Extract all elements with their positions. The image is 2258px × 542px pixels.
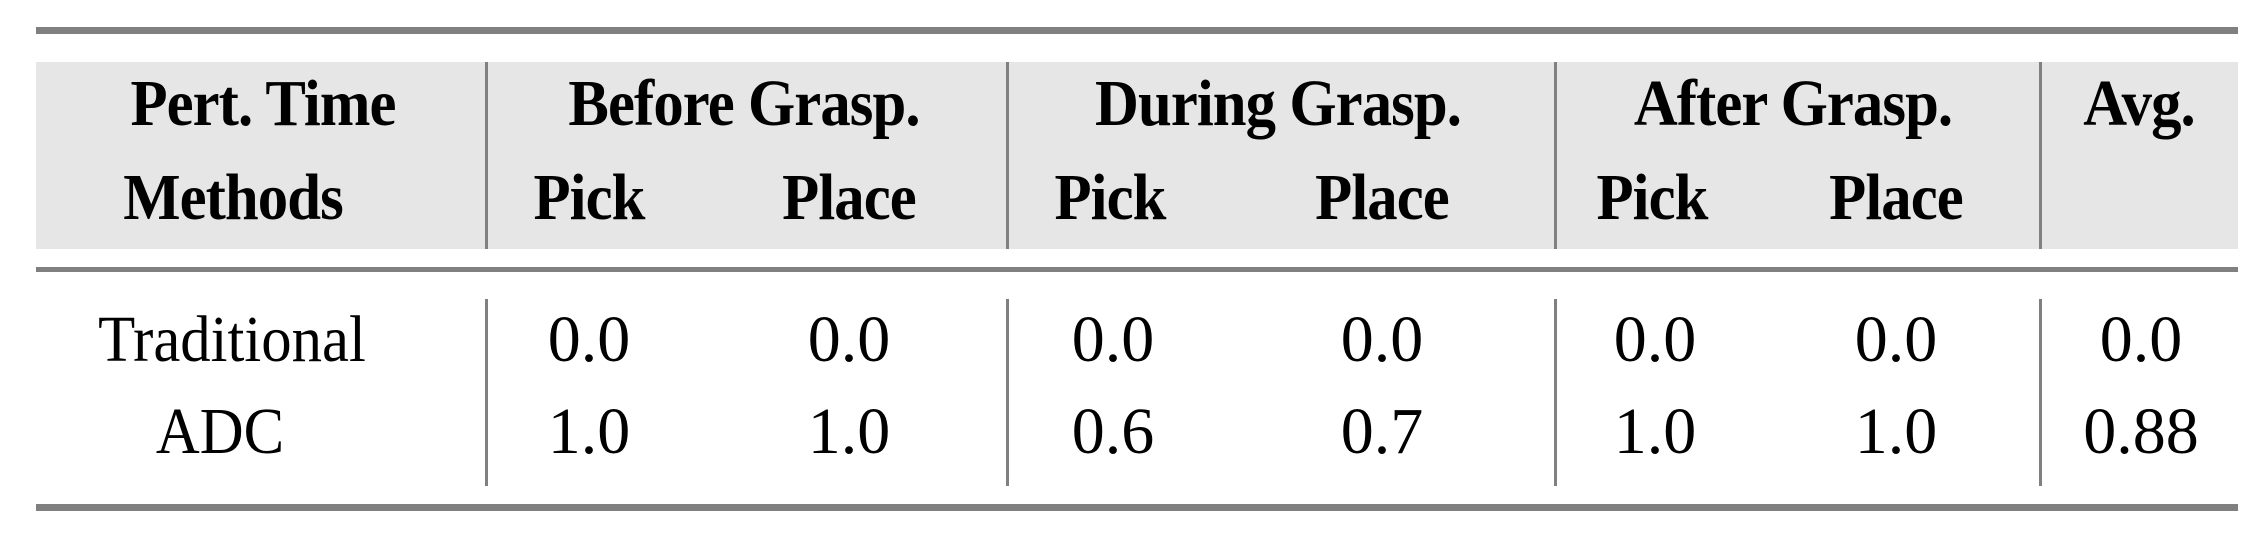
column-divider	[485, 62, 488, 249]
header-pick: Pick	[1592, 165, 1713, 231]
value-cell: 0.7	[1340, 395, 1424, 468]
method-cell: ADC	[150, 399, 289, 465]
header-after-grasp: After Grasp.	[1620, 71, 1966, 137]
column-divider	[2039, 62, 2042, 249]
header-text: Pick	[1596, 161, 1708, 234]
column-divider	[1006, 62, 1009, 249]
header-before-grasp: Before Grasp.	[553, 71, 935, 137]
header-text: Pert. Time	[130, 67, 396, 140]
header-avg: Avg.	[2078, 71, 2199, 137]
method-cell: Traditional	[87, 307, 378, 373]
value-cell: 0.6	[1071, 395, 1155, 468]
header-place: Place	[1309, 165, 1454, 231]
header-text: Avg.	[2083, 67, 2195, 140]
header-text: Place	[782, 161, 917, 234]
value-cell: 1.0	[1854, 395, 1938, 468]
header-text: Pick	[533, 161, 645, 234]
value-cell: 0.0	[2099, 303, 2183, 376]
header-text: During Grasp.	[1095, 67, 1462, 140]
header-text: After Grasp.	[1633, 67, 1953, 140]
header-pert-time: Pert. Time	[119, 71, 407, 137]
header-pick: Pick	[1050, 165, 1171, 231]
header-place: Place	[776, 165, 921, 231]
column-divider	[485, 299, 488, 486]
header-methods: Methods	[114, 165, 353, 231]
value-cell: 0.0	[1613, 303, 1697, 376]
column-divider	[1554, 62, 1557, 249]
column-divider	[2039, 299, 2042, 486]
column-divider	[1006, 299, 1009, 486]
value-cell: 1.0	[1613, 395, 1697, 468]
header-place: Place	[1823, 165, 1968, 231]
value-cell: 0.0	[807, 303, 891, 376]
cell-text: Traditional	[98, 303, 366, 376]
column-divider	[1554, 299, 1557, 486]
mid-rule	[36, 267, 2238, 272]
header-text: Pick	[1054, 161, 1166, 234]
cell-text: ADC	[155, 395, 285, 468]
value-cell: 1.0	[807, 395, 891, 468]
bottom-rule	[36, 504, 2238, 511]
header-text: Methods	[123, 161, 343, 234]
value-cell: 0.0	[547, 303, 631, 376]
header-text: Place	[1829, 161, 1964, 234]
value-cell: 1.0	[547, 395, 631, 468]
value-cell: 0.0	[1071, 303, 1155, 376]
top-rule	[36, 27, 2238, 34]
header-background	[36, 62, 2238, 249]
header-pick: Pick	[529, 165, 650, 231]
header-during-grasp: During Grasp.	[1079, 71, 1477, 137]
value-cell: 0.0	[1340, 303, 1424, 376]
value-cell: 0.88	[2083, 395, 2199, 468]
value-cell: 0.0	[1854, 303, 1938, 376]
header-text: Before Grasp.	[568, 67, 920, 140]
header-text: Place	[1315, 161, 1450, 234]
